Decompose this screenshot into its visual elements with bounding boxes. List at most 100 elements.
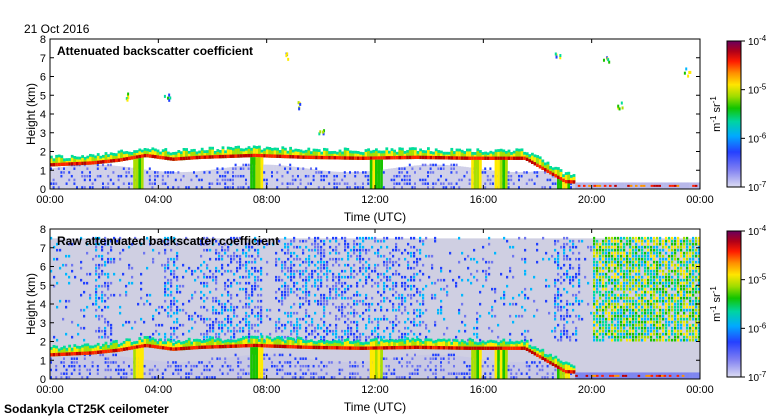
noise-speckle (323, 311, 326, 315)
noise-speckle (524, 329, 527, 333)
noise-speckle (692, 323, 695, 327)
noise-speckle (569, 248, 572, 252)
noise-speckle (614, 332, 617, 336)
aerosol-speckle (229, 364, 232, 368)
noise-speckle (629, 308, 632, 312)
mid-level-echo (687, 74, 690, 78)
noise-speckle (395, 314, 398, 318)
noise-speckle (671, 257, 674, 261)
noise-speckle (251, 260, 254, 264)
noise-speckle (212, 311, 215, 315)
cloud-base-edge (195, 155, 199, 160)
noise-speckle (407, 317, 410, 321)
aerosol-speckle (427, 182, 429, 185)
noise-speckle (89, 272, 92, 276)
noise-speckle (101, 290, 104, 294)
aerosol-speckle (117, 174, 120, 178)
cloud-base-edge (245, 344, 248, 348)
noise-speckle (302, 260, 305, 264)
noise-speckle (557, 302, 560, 306)
noise-speckle (68, 254, 71, 258)
noise-speckle (140, 287, 143, 291)
cloud-layer-core (564, 174, 568, 184)
noise-speckle (686, 308, 689, 312)
noise-speckle (323, 254, 326, 258)
noise-speckle (611, 248, 614, 252)
noise-speckle (626, 320, 629, 324)
noise-speckle (134, 236, 137, 240)
noise-speckle (323, 272, 326, 276)
mid-level-echo (559, 56, 562, 60)
cloud-base-edge (78, 351, 82, 356)
noise-speckle (410, 329, 413, 333)
precipitation-streak (135, 348, 139, 379)
noise-speckle (239, 254, 242, 258)
cloud-base-edge (393, 156, 396, 160)
aerosol-speckle (289, 372, 292, 375)
cloud-layer-core (260, 338, 264, 348)
noise-speckle (677, 335, 680, 339)
cloud-base-edge (200, 155, 204, 159)
noise-speckle (377, 335, 380, 339)
noise-speckle (620, 245, 623, 249)
cloud-base-edge (112, 158, 116, 163)
noise-speckle (353, 263, 356, 267)
noise-speckle (359, 269, 362, 273)
noise-speckle (347, 257, 350, 261)
boundary-layer-column (122, 356, 126, 379)
aerosol-speckle (68, 178, 71, 182)
noise-speckle (608, 254, 611, 258)
cloud-layer-core (125, 341, 129, 351)
noise-speckle (329, 329, 332, 333)
noise-speckle (485, 269, 488, 273)
cloud-base-edge (86, 161, 90, 165)
noise-speckle (179, 308, 182, 312)
noise-speckle (344, 263, 347, 267)
noise-speckle (77, 332, 80, 336)
noise-speckle (383, 254, 386, 258)
noise-speckle (599, 326, 602, 330)
boundary-layer-column (164, 171, 168, 189)
noise-speckle (656, 269, 659, 273)
noise-speckle (119, 305, 122, 309)
noise-speckle (611, 269, 614, 273)
noise-speckle (422, 296, 425, 300)
precipitation-streak (260, 157, 264, 189)
cloud-base-edge (544, 168, 547, 172)
cloud-layer-core (255, 338, 259, 348)
noise-speckle (167, 281, 170, 285)
noise-speckle (641, 236, 644, 240)
noise-speckle (698, 254, 701, 258)
noise-speckle (113, 260, 116, 264)
noise-speckle (503, 302, 506, 306)
cloud-layer-core (242, 339, 246, 348)
noise-speckle (506, 275, 509, 279)
noise-speckle (296, 317, 299, 321)
aerosol-speckle (99, 174, 102, 178)
noise-speckle (683, 311, 686, 315)
aerosol-speckle (224, 361, 227, 364)
noise-speckle (119, 257, 122, 261)
noise-speckle (200, 242, 203, 246)
aerosol-speckle (432, 186, 435, 189)
noise-speckle (662, 311, 665, 315)
noise-speckle (629, 278, 632, 282)
cloud-layer-core (271, 150, 274, 158)
noise-speckle (671, 332, 674, 336)
cloud-base-edge (174, 347, 178, 351)
noise-speckle (89, 293, 92, 297)
aerosol-speckle (68, 364, 71, 368)
noise-speckle (161, 263, 164, 267)
boundary-layer-column (536, 171, 539, 189)
noise-speckle (578, 263, 581, 267)
aerosol-speckle (247, 163, 250, 167)
noise-speckle (683, 260, 686, 264)
noise-speckle (695, 305, 698, 309)
noise-speckle (695, 311, 698, 315)
noise-speckle (218, 326, 221, 330)
noise-speckle (281, 293, 284, 297)
noise-speckle (629, 329, 632, 333)
aerosol-speckle (154, 174, 156, 178)
cloud-base-edge (203, 345, 207, 349)
noise-speckle (695, 263, 698, 267)
